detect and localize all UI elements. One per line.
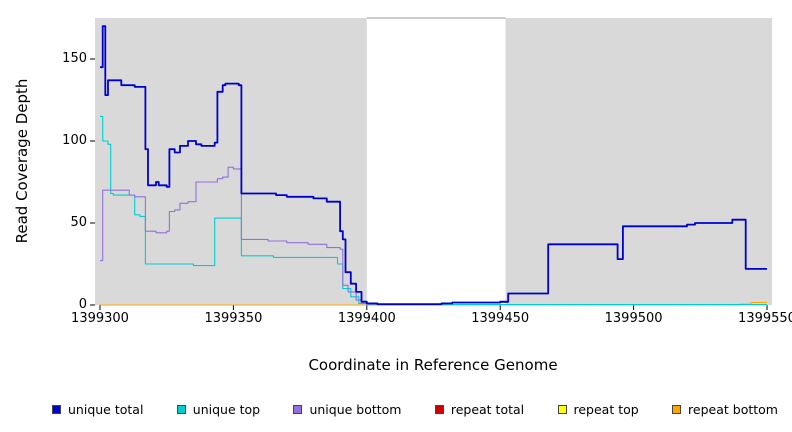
legend-swatch-repeat-bottom: [672, 404, 682, 414]
x-axis-title: Coordinate in Reference Genome: [308, 356, 558, 374]
y-tick-label: 100: [62, 133, 87, 148]
x-tick-label: 1399350: [204, 311, 263, 326]
legend-swatch-unique-bottom: [293, 404, 303, 414]
legend-swatch-repeat-top: [557, 404, 567, 414]
legend-item-repeat-bottom: repeat bottom: [672, 402, 778, 417]
y-tick-label: 150: [62, 51, 87, 66]
series-line-unique-total: [100, 25, 767, 306]
x-tick-label: 1399550: [738, 311, 792, 326]
masked-region: [366, 18, 506, 305]
legend-item-unique-top: unique top: [176, 401, 261, 417]
legend-item-repeat-top: repeat top: [557, 401, 639, 417]
x-tick-label: 1399400: [337, 311, 396, 326]
legend-label-repeat-total: repeat total: [450, 401, 525, 417]
series-line-unique-top: [100, 115, 767, 306]
x-tick-label: 1399300: [71, 311, 129, 326]
y-tick-label: 0: [78, 297, 87, 312]
legend: unique total unique top unique bottom repea…: [0, 399, 792, 419]
legend-swatch-unique-top: [176, 404, 186, 414]
x-tick-label: 1399450: [471, 311, 530, 326]
x-tick-label: 1399500: [604, 311, 663, 326]
legend-label-unique-top: unique top: [192, 401, 261, 417]
y-tick-label: 50: [70, 215, 87, 230]
legend-label-unique-total: unique total: [68, 401, 144, 417]
legend-item-unique-total: unique total: [52, 402, 143, 417]
legend-swatch-repeat-total: [434, 404, 444, 414]
y-axis-title: Read Coverage Depth: [13, 78, 31, 244]
legend-label-repeat-bottom: repeat bottom: [688, 401, 778, 417]
legend-item-repeat-total: repeat total: [434, 401, 525, 417]
legend-label-repeat-top: repeat top: [573, 401, 639, 417]
legend-item-unique-bottom: unique bottom: [293, 401, 402, 417]
legend-label-unique-bottom: unique bottom: [309, 401, 402, 417]
legend-swatch-unique-total: [52, 404, 61, 414]
